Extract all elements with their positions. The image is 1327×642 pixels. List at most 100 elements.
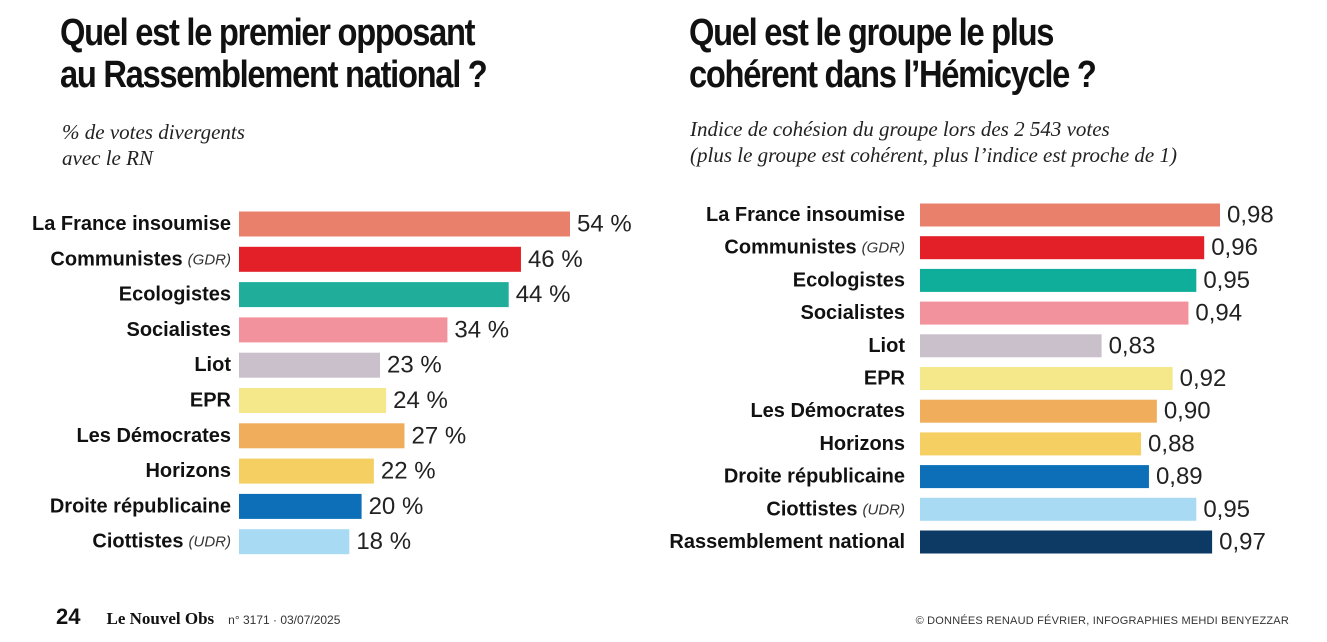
- category-label: Les Démocrates: [76, 425, 231, 447]
- category-name: EPR: [190, 390, 232, 412]
- category-name: Liot: [868, 335, 905, 357]
- category-label: Liot: [194, 354, 231, 376]
- value-label: 44 %: [516, 281, 571, 308]
- category-note: (GDR): [862, 239, 905, 256]
- left-subtitle-line-2: avec le RN: [62, 146, 153, 170]
- issue-info: n° 3171 · 03/07/2025: [228, 613, 341, 627]
- category-label: Les Démocrates: [750, 400, 905, 422]
- category-name: Liot: [194, 354, 231, 376]
- value-label: 0,90: [1164, 398, 1211, 425]
- bar: [239, 246, 521, 272]
- bar-row: Ciottistes (UDR) 18 %: [92, 528, 411, 555]
- bar-row: Rassemblement national 0,97: [669, 529, 1265, 556]
- category-name: Ciottistes: [92, 531, 183, 553]
- category-note: (GDR): [188, 251, 231, 268]
- bar: [239, 352, 380, 378]
- bar: [239, 388, 387, 413]
- right-chart-title: Quel est le groupe le plus cohérent dans…: [689, 12, 1097, 96]
- category-name: EPR: [864, 368, 906, 390]
- category-name: Droite républicaine: [50, 495, 231, 517]
- category-name: La France insoumise: [32, 213, 231, 235]
- bar-row: Les Démocrates 27 %: [76, 422, 466, 449]
- category-label: EPR: [190, 390, 232, 412]
- value-label: 34 %: [454, 316, 509, 343]
- value-label: 0,83: [1109, 332, 1156, 359]
- right-bar-chart: La France insoumise 0,98 Communistes (GDR) 0…: [669, 202, 1274, 556]
- right-subtitle-line-1: Indice de cohésion du groupe lors des 2 …: [690, 117, 1110, 141]
- category-label: Ecologistes: [119, 284, 231, 306]
- category-label: Horizons: [145, 460, 231, 482]
- value-label: 22 %: [381, 458, 436, 485]
- left-title-line-2: au Rassemblement national ?: [60, 54, 488, 96]
- value-label: 0,88: [1148, 430, 1195, 457]
- category-label: Socialistes: [126, 319, 231, 341]
- bar-row: Ecologistes 0,95: [793, 267, 1250, 294]
- category-label: Droite républicaine: [724, 466, 905, 488]
- category-name: Ecologistes: [793, 269, 905, 291]
- bar: [239, 423, 405, 449]
- left-chart-subtitle: % de votes divergents avec le RN: [62, 119, 245, 171]
- bar: [920, 203, 1220, 227]
- bar: [920, 236, 1205, 260]
- bar-row: La France insoumise 0,98: [706, 202, 1274, 229]
- bar-row: Droite républicaine 20 %: [50, 493, 423, 520]
- category-name: Droite républicaine: [724, 466, 905, 488]
- value-label: 24 %: [393, 387, 448, 414]
- footer-left: 24 Le Nouvel Obs n° 3171 · 03/07/2025: [56, 604, 340, 630]
- bar-row: Communistes (GDR) 0,96: [724, 234, 1258, 261]
- category-label: La France insoumise: [706, 204, 905, 226]
- category-name: Communistes: [50, 248, 182, 270]
- bar-row: Ciottistes (UDR) 0,95: [766, 496, 1250, 523]
- bar: [920, 399, 1157, 423]
- category-label: Droite républicaine: [50, 495, 231, 517]
- category-label: La France insoumise: [32, 213, 231, 235]
- category-label: Communistes (GDR): [724, 237, 905, 259]
- bar-row: Socialistes 0,94: [800, 300, 1242, 327]
- value-label: 54 %: [577, 211, 632, 238]
- bar-row: EPR 24 %: [190, 387, 448, 414]
- left-subtitle-line-1: % de votes divergents: [62, 120, 245, 144]
- category-label: Ecologistes: [793, 269, 905, 291]
- bar-row: Liot 0,83: [868, 332, 1155, 359]
- bar-row: Droite républicaine 0,89: [724, 463, 1203, 490]
- bar-row: Horizons 0,88: [819, 430, 1194, 457]
- bar-row: Les Démocrates 0,90: [750, 398, 1210, 425]
- category-label: Rassemblement national: [669, 531, 905, 553]
- category-name: La France insoumise: [706, 204, 905, 226]
- value-label: 0,98: [1227, 202, 1274, 229]
- category-name: Ciottistes: [766, 498, 857, 520]
- right-title-line-1: Quel est le groupe le plus: [689, 12, 1054, 54]
- category-name: Rassemblement national: [669, 531, 905, 553]
- value-label: 18 %: [356, 528, 411, 555]
- left-bar-chart: La France insoumise 54 % Communistes (GDR) 4…: [32, 211, 632, 556]
- bar: [920, 367, 1173, 390]
- category-note: (UDR): [863, 501, 906, 518]
- bar: [239, 458, 374, 484]
- bar: [239, 211, 570, 237]
- bar: [920, 301, 1189, 325]
- left-title-line-1: Quel est le premier opposant: [60, 12, 476, 54]
- bar: [239, 529, 350, 555]
- bar: [920, 497, 1197, 521]
- left-chart-title: Quel est le premier opposant au Rassembl…: [60, 12, 488, 96]
- value-label: 46 %: [528, 246, 583, 273]
- bar: [920, 432, 1142, 456]
- page-footer: 24 Le Nouvel Obs n° 3171 · 03/07/2025 © …: [56, 604, 1289, 630]
- bar: [920, 268, 1197, 292]
- category-name: Communistes: [724, 237, 856, 259]
- bar: [920, 465, 1149, 489]
- value-label: 0,96: [1211, 234, 1258, 261]
- right-title-line-2: cohérent dans l’Hémicycle ?: [689, 54, 1097, 96]
- bar-row: Socialistes 34 %: [126, 316, 509, 343]
- category-name: Ecologistes: [119, 284, 231, 306]
- page-number: 24: [56, 604, 81, 629]
- bar: [239, 282, 509, 308]
- category-label: Communistes (GDR): [50, 248, 231, 270]
- bar-row: EPR 0,92: [864, 365, 1226, 392]
- bar: [239, 317, 448, 343]
- category-name: Les Démocrates: [76, 425, 231, 447]
- bar: [920, 334, 1102, 358]
- category-label: Ciottistes (UDR): [92, 531, 231, 553]
- bar: [920, 530, 1213, 554]
- category-label: Ciottistes (UDR): [766, 498, 905, 520]
